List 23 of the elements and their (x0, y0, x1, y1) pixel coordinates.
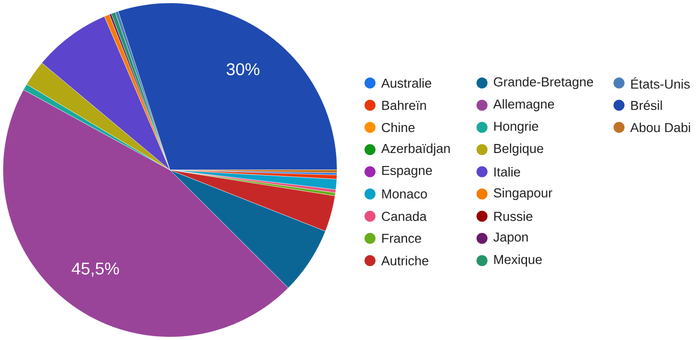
legend-label: Hongrie (494, 121, 538, 134)
legend-label: Italie (494, 167, 520, 177)
legend-label: Chine (382, 122, 415, 132)
legend-label: Japon (493, 232, 528, 244)
legend-label: Singapour (494, 188, 552, 200)
data-label: 30% (226, 63, 260, 76)
legend-label: Monaco (382, 189, 427, 199)
legend-label: Azerbaïdjan (381, 144, 450, 156)
legend-label: États-Unis (631, 77, 690, 89)
legend-label: Grande-Bretagne (494, 76, 594, 90)
legend-label: Allemagne (493, 99, 554, 112)
legend-label: Russie (494, 211, 532, 221)
legend-label: France (382, 234, 422, 243)
legend-label: Autriche (381, 256, 428, 266)
legend-label: Espagne (382, 166, 432, 178)
legend-label: Australie (381, 78, 432, 88)
legend-label: Brésil (631, 100, 662, 110)
legend-label: Mexique (494, 254, 542, 267)
legend-label: Canada (382, 211, 427, 221)
data-label: 45,5% (72, 262, 119, 277)
legend-label: Bahreïn (382, 100, 426, 110)
legend-label: Belgique (494, 144, 544, 156)
legend-label: Abou Dabi (630, 122, 690, 132)
